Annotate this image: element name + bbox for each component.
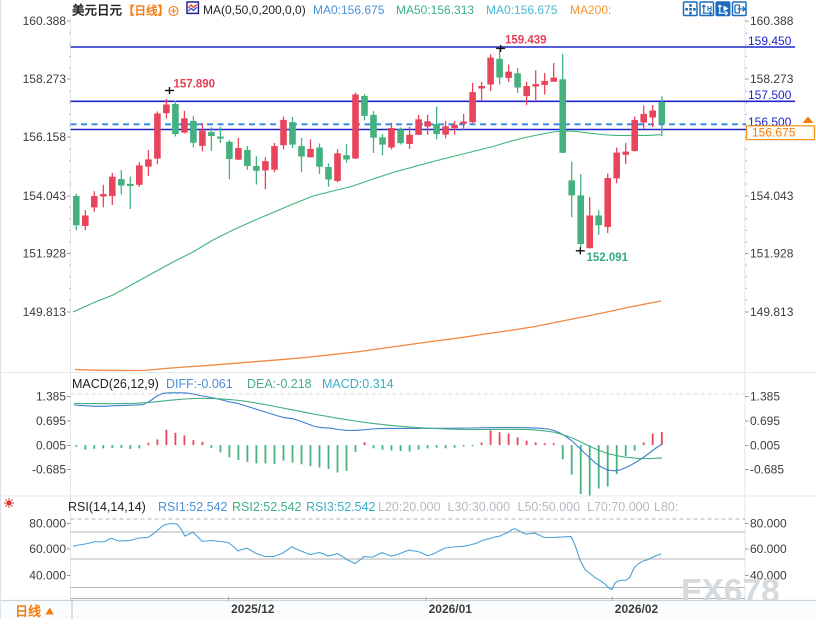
svg-text:159.450: 159.450 [748, 34, 792, 48]
svg-text:151.928: 151.928 [750, 247, 794, 261]
svg-text:152.091: 152.091 [587, 252, 629, 264]
svg-text:151.928: 151.928 [23, 247, 67, 261]
svg-text:2025/12: 2025/12 [231, 602, 275, 616]
svg-text:L80:: L80: [654, 500, 678, 514]
svg-text:MACD(26,12,9): MACD(26,12,9) [72, 377, 159, 391]
svg-text:80.000: 80.000 [29, 517, 66, 531]
svg-text:2026/01: 2026/01 [429, 602, 473, 616]
svg-text:156.158: 156.158 [23, 130, 67, 144]
svg-text:【日线】: 【日线】 [123, 4, 169, 18]
svg-text:RSI1:52.542: RSI1:52.542 [158, 500, 228, 514]
svg-text:157.500: 157.500 [748, 88, 792, 102]
svg-text:MA(0,50,0,200,0,0): MA(0,50,0,200,0,0) [203, 3, 306, 17]
svg-text:160.388: 160.388 [750, 14, 794, 28]
svg-text:159.439: 159.439 [505, 35, 547, 47]
svg-text:L70:70.000: L70:70.000 [587, 500, 650, 514]
svg-text:-0.685: -0.685 [750, 463, 784, 477]
svg-text:40.000: 40.000 [29, 569, 66, 583]
svg-text:157.890: 157.890 [174, 79, 216, 91]
svg-text:美元日元: 美元日元 [72, 3, 123, 18]
svg-text:2026/02: 2026/02 [615, 602, 659, 616]
svg-text:149.813: 149.813 [750, 305, 794, 319]
svg-text:40.000: 40.000 [750, 569, 787, 583]
svg-text:80.000: 80.000 [750, 517, 787, 531]
svg-text:158.273: 158.273 [750, 72, 794, 86]
svg-text:L30:30.000: L30:30.000 [448, 500, 511, 514]
svg-text:MA0:156.675: MA0:156.675 [313, 3, 385, 17]
svg-text:154.043: 154.043 [23, 189, 67, 203]
svg-text:RSI2:52.542: RSI2:52.542 [232, 500, 302, 514]
svg-text:60.000: 60.000 [29, 542, 66, 556]
svg-text:0.695: 0.695 [750, 414, 780, 428]
svg-text:1.385: 1.385 [36, 390, 66, 404]
svg-text:60.000: 60.000 [750, 542, 787, 556]
svg-text:RSI3:52.542: RSI3:52.542 [306, 500, 376, 514]
svg-text:RSI(14,14,14): RSI(14,14,14) [68, 500, 146, 514]
svg-text:1.385: 1.385 [750, 390, 780, 404]
svg-text:160.388: 160.388 [23, 14, 67, 28]
svg-text:149.813: 149.813 [23, 305, 67, 319]
svg-text:158.273: 158.273 [23, 72, 67, 86]
svg-text:DIFF:-0.061: DIFF:-0.061 [166, 377, 233, 391]
svg-text:DEA:-0.218: DEA:-0.218 [247, 377, 312, 391]
svg-text:154.043: 154.043 [750, 189, 794, 203]
svg-text:0.005: 0.005 [36, 439, 66, 453]
svg-text:MA50:156.313: MA50:156.313 [396, 3, 474, 17]
svg-text:L20:20.000: L20:20.000 [378, 500, 441, 514]
svg-text:0.005: 0.005 [750, 439, 780, 453]
svg-text:MA200:: MA200: [570, 3, 611, 17]
svg-text:L50:50.000: L50:50.000 [518, 500, 581, 514]
svg-text:-0.685: -0.685 [32, 463, 66, 477]
svg-text:156.675: 156.675 [752, 126, 796, 140]
svg-text:MA0:156.675: MA0:156.675 [486, 3, 558, 17]
svg-text:MACD:0.314: MACD:0.314 [322, 377, 394, 391]
svg-text:日线: 日线 [15, 604, 41, 619]
svg-text:0.695: 0.695 [36, 414, 66, 428]
